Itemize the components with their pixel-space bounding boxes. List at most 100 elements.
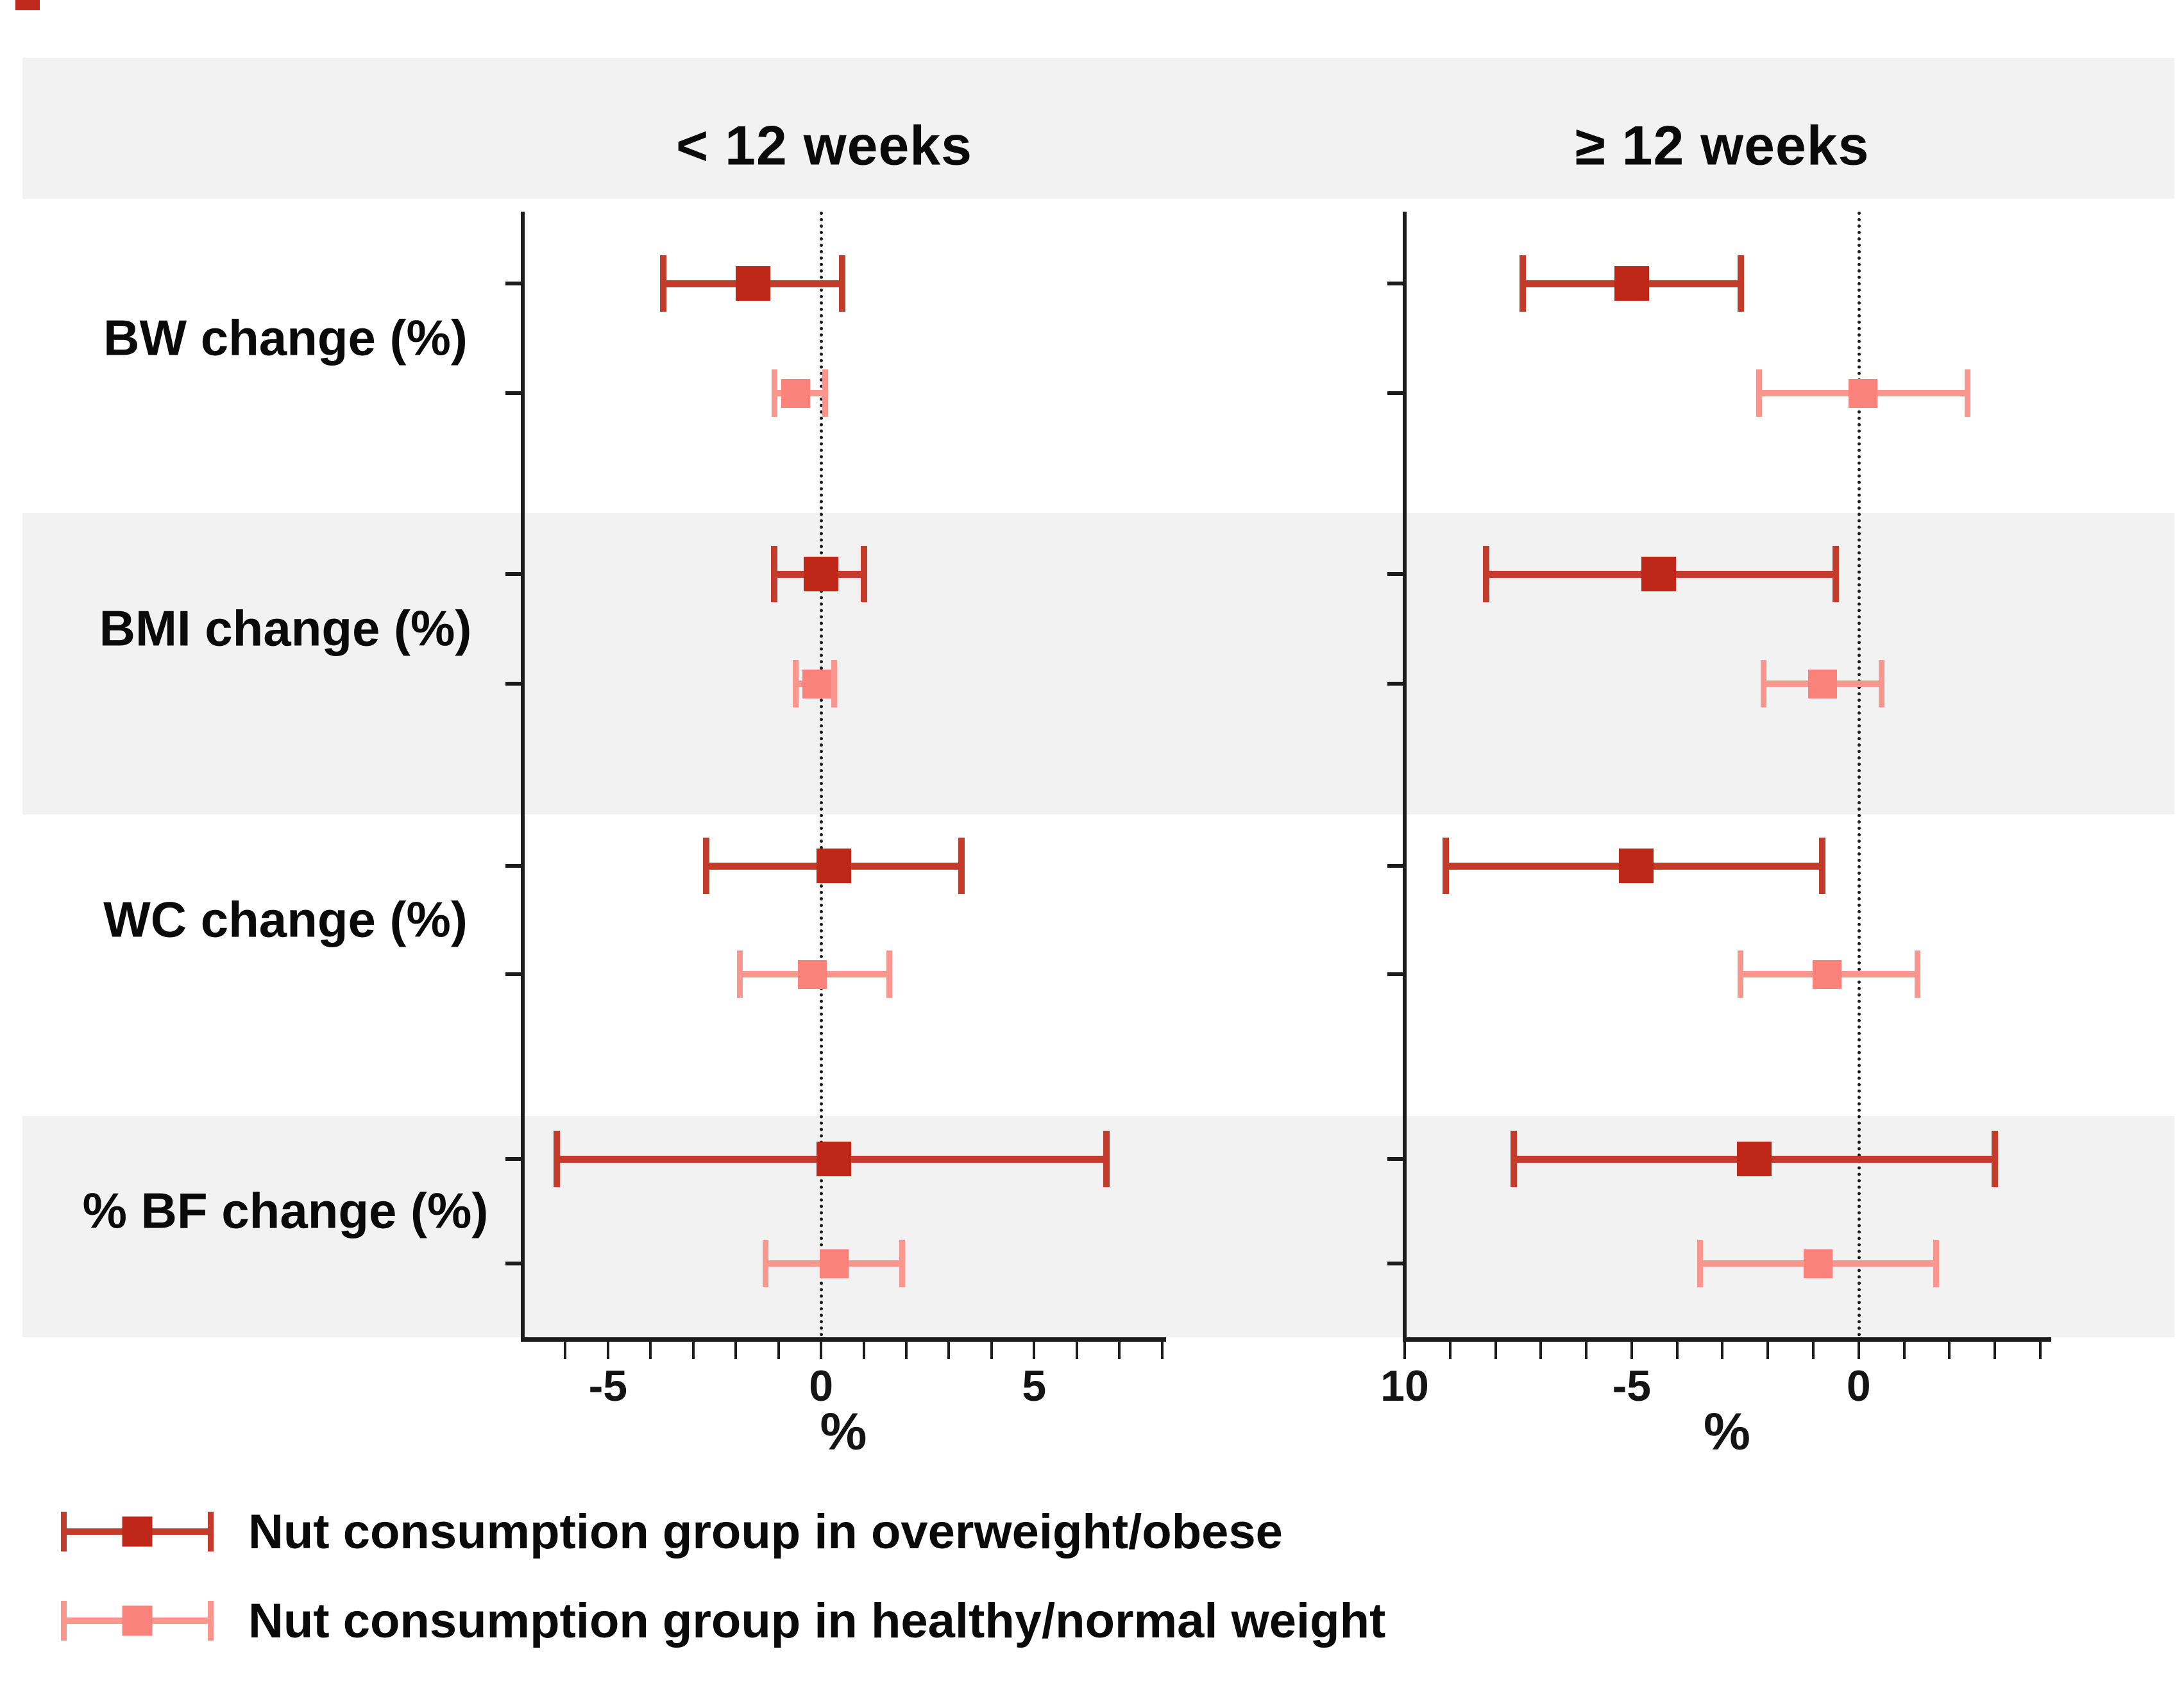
y-axis-tick-panel1-row3-overweight_obese (505, 864, 523, 868)
estimate-square-panel2-row4-overweight_obese (1736, 1142, 1772, 1176)
y-axis-tick-panel2-row4-healthy_normal (1387, 1262, 1405, 1265)
header-band (22, 58, 2174, 199)
x-axis-tick (734, 1342, 738, 1359)
x-axis-tick (1675, 1342, 1679, 1359)
x-axis-tick (1948, 1342, 1951, 1359)
legend-errorbar-right-cap (208, 1512, 214, 1551)
ci-right-cap-panel1-row3-healthy_normal (886, 951, 892, 998)
ci-right-cap-panel1-row4-healthy_normal (899, 1240, 905, 1287)
x-axis-tick (1902, 1342, 1906, 1359)
estimate-square-panel1-row1-overweight_obese (735, 266, 770, 301)
ci-left-cap-panel1-row3-healthy_normal (737, 951, 743, 998)
x-axis-tick (777, 1342, 780, 1359)
x-axis-tick (1857, 1342, 1860, 1359)
x-axis-tick (1118, 1342, 1121, 1359)
x-axis-tick (564, 1342, 567, 1359)
estimate-square-panel1-row4-healthy_normal (819, 1249, 849, 1278)
x-axis-label-panel-1: % (820, 1403, 867, 1461)
ci-right-cap-panel1-row1-overweight_obese (839, 255, 846, 312)
legend-errorbar-left-cap (61, 1601, 67, 1641)
ci-left-cap-panel2-row3-healthy_normal (1738, 951, 1744, 998)
panel-title-less-than-12-weeks: < 12 weeks (676, 115, 972, 177)
estimate-square-panel2-row4-healthy_normal (1803, 1249, 1833, 1278)
y-axis-tick-panel2-row3-overweight_obese (1387, 864, 1405, 868)
ci-left-cap-panel2-row4-healthy_normal (1697, 1240, 1703, 1287)
ci-left-cap-panel2-row4-overweight_obese (1510, 1131, 1517, 1187)
y-axis-panel-2 (1403, 212, 1407, 1337)
y-axis-tick-panel2-row2-overweight_obese (1387, 572, 1405, 576)
x-axis-tick (947, 1342, 951, 1359)
ci-left-cap-panel2-row1-healthy_normal (1756, 369, 1762, 417)
x-axis-label-panel-2: % (1704, 1403, 1750, 1461)
ci-right-cap-panel2-row2-overweight_obese (1833, 546, 1840, 602)
legend-item-overweight-obese: Nut consumption group in overweight/obes… (61, 1502, 1283, 1561)
ci-right-cap-panel1-row4-overweight_obese (1103, 1131, 1110, 1187)
x-axis-tick-label: 5 (1022, 1362, 1047, 1410)
zero-reference-line-panel-2 (1857, 212, 1861, 1337)
legend-errorbar-icon-overweight-obese (61, 1502, 214, 1561)
x-axis-tick (606, 1342, 609, 1359)
estimate-square-panel2-row2-healthy_normal (1807, 669, 1837, 698)
ci-right-cap-panel2-row4-healthy_normal (1933, 1240, 1939, 1287)
x-axis-tick (1766, 1342, 1770, 1359)
estimate-square-panel1-row3-healthy_normal (798, 959, 827, 989)
y-axis-tick-panel2-row1-healthy_normal (1387, 391, 1405, 395)
x-axis-tick (1630, 1342, 1633, 1359)
y-axis-panel-1 (521, 212, 525, 1337)
ci-right-cap-panel2-row4-overweight_obese (1992, 1131, 1999, 1187)
zero-reference-line-panel-1 (820, 212, 824, 1337)
y-axis-tick-panel1-row4-overweight_obese (505, 1157, 523, 1161)
ci-right-cap-panel1-row1-healthy_normal (822, 369, 829, 417)
ci-right-cap-panel2-row1-overweight_obese (1737, 255, 1744, 312)
estimate-square-panel2-row3-healthy_normal (1812, 959, 1841, 989)
ci-left-cap-panel2-row2-overweight_obese (1483, 546, 1490, 602)
x-axis-tick (820, 1342, 823, 1359)
ci-right-cap-panel1-row3-overweight_obese (958, 838, 965, 894)
x-axis-tick-label: -5 (588, 1362, 628, 1410)
ci-right-cap-panel2-row2-healthy_normal (1878, 660, 1884, 707)
y-axis-tick-panel2-row4-overweight_obese (1387, 1157, 1405, 1161)
estimate-square-panel2-row2-overweight_obese (1641, 557, 1677, 591)
x-axis-tick (2038, 1342, 2042, 1359)
x-axis-tick (1160, 1342, 1164, 1359)
x-axis-tick-label: 10 (1380, 1362, 1429, 1410)
y-axis-tick-panel2-row2-healthy_normal (1387, 682, 1405, 686)
x-axis-tick (1994, 1342, 1997, 1359)
legend-item-healthy-normal: Nut consumption group in healthy/normal … (61, 1591, 1385, 1650)
ci-left-cap-panel1-row1-healthy_normal (771, 369, 777, 417)
x-axis-panel-2 (1403, 1337, 2051, 1342)
estimate-square-panel2-row1-healthy_normal (1849, 378, 1878, 408)
row-shading-band-bmi (22, 513, 2174, 815)
legend-label-healthy-normal: Nut consumption group in healthy/normal … (248, 1593, 1386, 1648)
ci-right-cap-panel2-row1-healthy_normal (1965, 369, 1971, 417)
x-axis-tick (1494, 1342, 1497, 1359)
ci-right-cap-panel2-row3-healthy_normal (1915, 951, 1921, 998)
y-axis-tick-panel1-row4-healthy_normal (505, 1262, 523, 1265)
corner-artifact-mark (15, 0, 40, 10)
x-axis-tick (691, 1342, 695, 1359)
panel-title-12-weeks-or-more: ≥ 12 weeks (1575, 115, 1870, 177)
estimate-square-panel1-row3-overweight_obese (817, 849, 852, 883)
row-label-2: BMI change (%) (99, 600, 472, 657)
y-axis-tick-panel1-row3-healthy_normal (505, 972, 523, 976)
y-axis-tick-panel1-row1-healthy_normal (505, 391, 523, 395)
x-axis-tick-label: 0 (809, 1362, 834, 1410)
y-axis-tick-panel1-row2-healthy_normal (505, 682, 523, 686)
legend-errorbar-left-cap (61, 1512, 67, 1551)
ci-left-cap-panel2-row1-overweight_obese (1519, 255, 1526, 312)
x-axis-tick-label: 0 (1846, 1362, 1871, 1410)
ci-left-cap-panel1-row4-healthy_normal (763, 1240, 769, 1287)
ci-left-cap-panel2-row3-overweight_obese (1442, 838, 1449, 894)
x-axis-tick (1403, 1342, 1406, 1359)
x-axis-tick (649, 1342, 652, 1359)
row-label-1: BW change (%) (103, 309, 468, 366)
row-label-4: % BF change (%) (82, 1182, 489, 1239)
legend-label-overweight-obese: Nut consumption group in overweight/obes… (248, 1504, 1283, 1559)
estimate-square-panel1-row2-overweight_obese (804, 557, 839, 591)
x-axis-tick-label: -5 (1612, 1362, 1652, 1410)
ci-left-cap-panel1-row3-overweight_obese (702, 838, 709, 894)
x-axis-tick (1585, 1342, 1588, 1359)
x-axis-tick (1811, 1342, 1815, 1359)
x-axis-panel-1 (521, 1337, 1166, 1342)
